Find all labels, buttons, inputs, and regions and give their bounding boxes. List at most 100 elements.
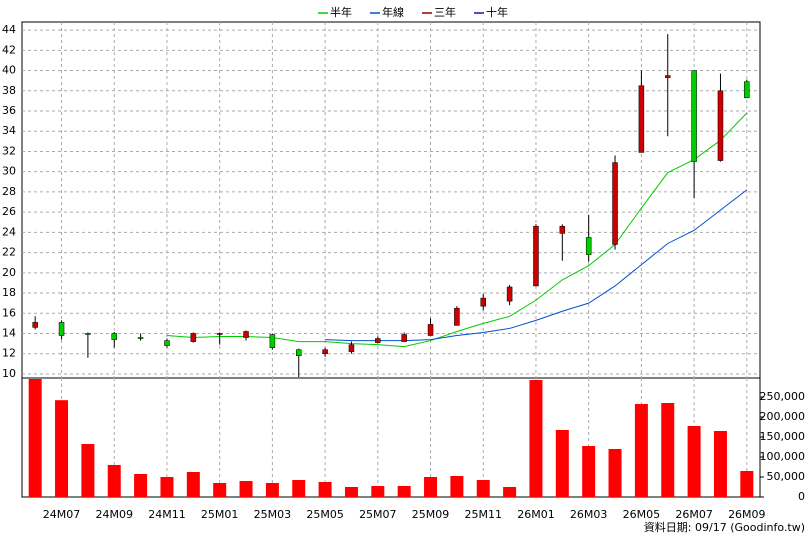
bar (424, 477, 438, 497)
x-tick-label: 24M07 (43, 508, 81, 521)
candle-body (190, 333, 197, 342)
bar (450, 476, 464, 497)
y-tick-label: 10 (2, 367, 16, 380)
candle-body (427, 324, 434, 336)
y-tick-label: 28 (2, 185, 16, 198)
bar (608, 449, 622, 497)
candle-body (559, 226, 566, 234)
candle-body (454, 307, 460, 326)
candle-body (375, 338, 381, 343)
bar (371, 486, 385, 497)
ma-line (325, 189, 748, 342)
candle-body (691, 70, 697, 162)
x-tick-label: 26M03 (570, 508, 608, 521)
ma-line (166, 112, 748, 348)
x-tick-label: 26M07 (675, 508, 713, 521)
y-tick-label: 40 (2, 64, 16, 77)
y-tick-label: 30 (2, 165, 16, 178)
y-tick-label: 26 (2, 205, 16, 218)
legend-label: 年線 (382, 5, 404, 19)
bar (661, 403, 675, 497)
y-tick-label: 32 (2, 144, 16, 157)
y-tick-label: 38 (2, 84, 16, 97)
legend-label: 十年 (486, 5, 508, 19)
y-tick-label: 24 (2, 225, 16, 238)
candle-body (216, 333, 223, 335)
candle-body (665, 75, 671, 78)
x-tick-label: 25M01 (201, 508, 239, 521)
candle-body (269, 334, 276, 348)
legend-label: 半年 (330, 5, 352, 19)
bar (28, 379, 42, 497)
y-tick-label: 18 (2, 286, 16, 299)
y-tick-label: 0 (798, 490, 805, 503)
bar (740, 471, 754, 497)
legend-label: 三年 (434, 5, 456, 19)
y-tick-label: 150,000 (760, 430, 806, 443)
candle-body (111, 333, 117, 340)
bar (634, 404, 648, 497)
candle-body (638, 85, 645, 153)
y-tick-label: 36 (2, 104, 16, 117)
bar (160, 477, 174, 497)
footer: 資料日期: 09/17 (Goodinfo.tw) (644, 520, 805, 534)
bar (292, 480, 306, 497)
candle-body (137, 337, 144, 339)
candle-body (348, 344, 355, 352)
x-tick-label: 24M09 (96, 508, 134, 521)
y-tick-label: 22 (2, 246, 16, 259)
bar (81, 444, 95, 497)
candle-body (296, 349, 302, 357)
bar (555, 430, 569, 497)
x-tick-label: 25M05 (306, 508, 344, 521)
y-tick-label: 100,000 (760, 450, 806, 463)
x-tick-label: 25M09 (412, 508, 450, 521)
bar (713, 431, 727, 497)
candle-body (85, 333, 91, 335)
y-tick-label: 44 (2, 23, 16, 36)
candle-body (585, 237, 592, 255)
candle-body (717, 90, 724, 161)
bar (529, 380, 543, 497)
x-tick-label: 24M11 (148, 508, 186, 521)
x-tick-label: 25M03 (254, 508, 292, 521)
bar (582, 446, 596, 497)
x-tick-label: 25M11 (465, 508, 503, 521)
bar (186, 472, 200, 497)
candle-body (612, 162, 618, 245)
candle-body (32, 322, 38, 328)
bar (55, 400, 69, 497)
x-tick-label: 25M07 (359, 508, 397, 521)
y-tick-label: 20 (2, 266, 16, 279)
y-tick-label: 34 (2, 124, 16, 137)
y-tick-label: 12 (2, 347, 16, 360)
bar (318, 482, 332, 497)
bar (239, 481, 253, 497)
candle-body (533, 226, 539, 287)
bar (107, 465, 121, 497)
x-tick-label: 26M09 (728, 508, 766, 521)
bar (265, 483, 279, 497)
candle-body (243, 331, 249, 338)
bar (344, 487, 358, 497)
bar (213, 483, 227, 497)
bar (397, 486, 411, 497)
candle-body (744, 81, 750, 99)
y-tick-label: 200,000 (760, 410, 806, 423)
x-tick-label: 26M05 (623, 508, 661, 521)
candle-body (506, 286, 513, 302)
x-tick-label: 26M01 (517, 508, 555, 521)
bar (503, 487, 517, 497)
y-tick-label: 42 (2, 43, 16, 56)
y-tick-label: 14 (2, 327, 16, 340)
candle-body (164, 340, 170, 346)
candle-body (401, 334, 407, 342)
y-tick-label: 16 (2, 306, 16, 319)
bar (134, 474, 148, 497)
y-tick-label: 50,000 (767, 470, 806, 483)
y-tick-label: 250,000 (760, 390, 806, 403)
candle-body (322, 349, 328, 354)
plot-frame (21, 21, 761, 498)
candle-body (480, 297, 486, 307)
